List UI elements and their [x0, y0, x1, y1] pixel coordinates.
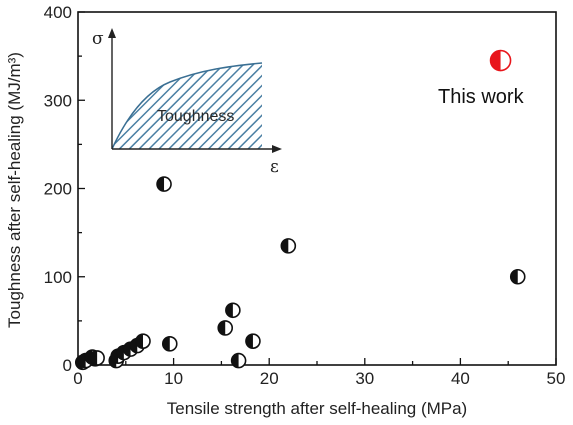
- data-points: [74, 49, 526, 371]
- y-tick-label: 200: [44, 180, 72, 199]
- x-tick-label: 40: [451, 369, 470, 388]
- x-tick-label: 50: [547, 369, 566, 388]
- data-point: [230, 352, 247, 369]
- x-tick-label: 20: [260, 369, 279, 388]
- y-axis-title: Toughness after self-healing (MJ/m³): [5, 52, 24, 328]
- data-point: [509, 268, 526, 285]
- data-point: [156, 176, 172, 192]
- y-tick-label: 100: [44, 268, 72, 287]
- this-work-point: [489, 49, 512, 72]
- inset-x-arrow: [272, 145, 282, 153]
- data-point: [225, 302, 241, 319]
- this-work-annotation: This work: [438, 86, 525, 108]
- x-axis-title: Tensile strength after self-healing (MPa…: [167, 399, 467, 418]
- inset-toughness-area: [112, 63, 262, 149]
- inset-stress-strain-curve: [111, 62, 263, 150]
- y-tick-label: 300: [44, 91, 72, 110]
- data-point: [217, 320, 234, 336]
- axis-ticks: 0 10 20 30 40 50 0 100 200 300 400: [44, 3, 566, 388]
- data-point: [280, 238, 297, 254]
- y-tick-label: 0: [63, 356, 72, 375]
- data-point: [135, 333, 151, 349]
- x-tick-label: 0: [73, 369, 82, 388]
- x-tick-label: 10: [164, 369, 183, 388]
- inset-diagram: σ ε Toughness: [92, 28, 282, 177]
- inset-x-label: ε: [270, 157, 279, 177]
- inset-y-arrow: [108, 28, 116, 38]
- plot-frame: [77, 11, 557, 366]
- y-tick-label: 400: [44, 3, 72, 22]
- x-tick-label: 30: [355, 369, 374, 388]
- inset-toughness-label: Toughness: [157, 108, 234, 125]
- data-point: [89, 350, 105, 366]
- data-point: [245, 333, 261, 349]
- data-point: [161, 336, 178, 352]
- inset-y-label: σ: [92, 29, 104, 49]
